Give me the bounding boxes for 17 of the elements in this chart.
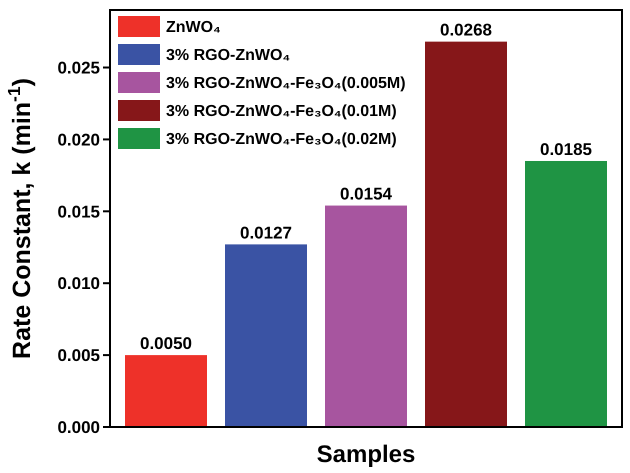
- y-tick-label: 0.020: [57, 130, 100, 150]
- data-label: 0.0268: [440, 20, 492, 40]
- y-tick-label: 0.015: [57, 202, 100, 222]
- data-label: 0.0050: [140, 334, 192, 354]
- legend-label: 3% RGO-ZnWO₄-Fe₃O₄(0.005M): [166, 75, 406, 92]
- y-tick-label: 0.010: [57, 274, 100, 294]
- legend-label: ZnWO₄: [166, 19, 221, 36]
- y-tick-label: 0.005: [57, 346, 100, 366]
- legend-label: 3% RGO-ZnWO₄: [166, 47, 290, 64]
- legend-label: 3% RGO-ZnWO₄-Fe₃O₄(0.02M): [166, 131, 397, 148]
- data-label: 0.0154: [340, 184, 393, 204]
- y-tick-label: 0.000: [57, 418, 100, 437]
- data-label: 0.0185: [540, 140, 592, 159]
- data-label: 0.0127: [240, 223, 292, 242]
- legend-label: 3% RGO-ZnWO₄-Fe₃O₄(0.01M): [166, 103, 397, 120]
- x-axis-title: Samples: [316, 441, 416, 468]
- y-tick-label: 0.025: [57, 58, 100, 78]
